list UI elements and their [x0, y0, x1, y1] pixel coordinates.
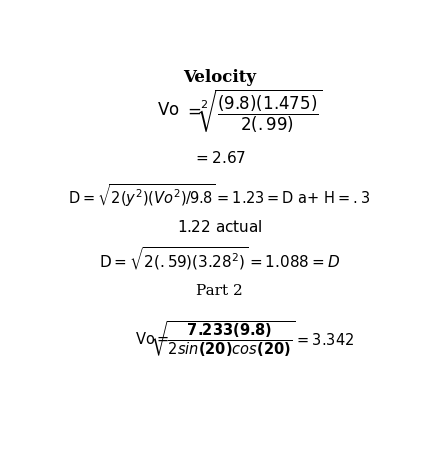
Text: $\mathrm{Vo}$: $\mathrm{Vo}$: [157, 102, 179, 119]
Text: $\sqrt{\dfrac{\mathbf{7.233(9.8)}}{\mathbf{\mathit{2sin}(20)\mathit{cos}(20)}}}=: $\sqrt{\dfrac{\mathbf{7.233(9.8)}}{\math…: [150, 320, 355, 359]
Text: Part 2: Part 2: [196, 284, 243, 298]
Text: Velocity: Velocity: [183, 70, 256, 87]
Text: $\mathrm{D}{=}\sqrt{2(.59)(3.28^{2})}=1.088=\mathit{D}$: $\mathrm{D}{=}\sqrt{2(.59)(3.28^{2})}=1.…: [99, 246, 340, 273]
Text: $\sqrt{\dfrac{(9.8)(1.475)}{2(.99)}}$: $\sqrt{\dfrac{(9.8)(1.475)}{2(.99)}}$: [196, 87, 323, 135]
Text: $=2.67$: $=2.67$: [193, 150, 246, 166]
Text: $1.22\ \mathrm{actual}$: $1.22\ \mathrm{actual}$: [177, 219, 262, 235]
Text: $2$: $2$: [200, 98, 208, 110]
Text: $\mathrm{D}{=}\sqrt{2(y^{2})(Vo^{2})/9.8}=1.23{=}\mathrm{D\ a{+}\ H{=}.3}$: $\mathrm{D}{=}\sqrt{2(y^{2})(Vo^{2})/9.8…: [68, 182, 370, 209]
Text: $\mathrm{Vo{=}}$: $\mathrm{Vo{=}}$: [135, 331, 169, 347]
Text: $=$: $=$: [184, 102, 202, 119]
